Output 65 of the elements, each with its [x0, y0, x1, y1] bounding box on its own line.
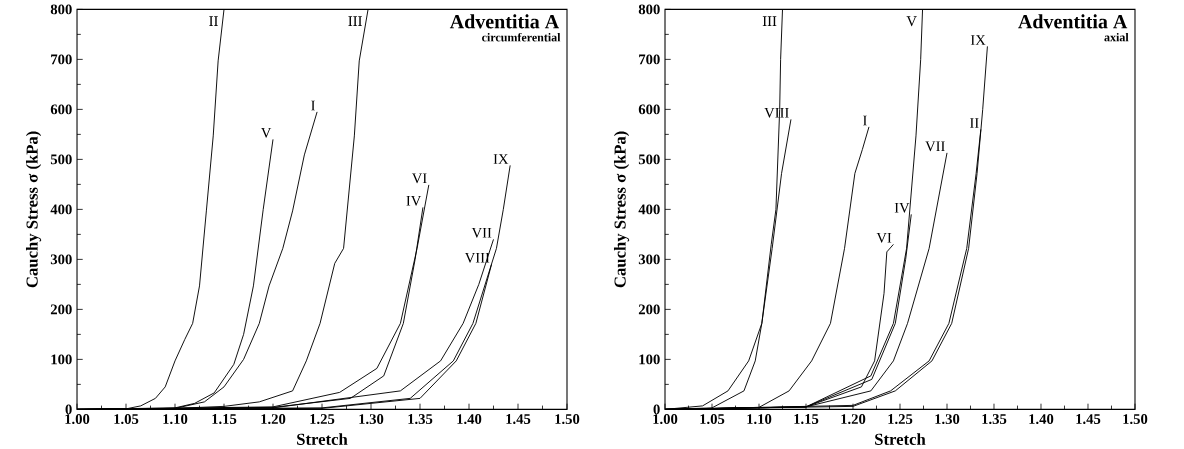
series-label: VII [925, 141, 945, 152]
y-tick-label: 800 [50, 4, 72, 15]
series-label: VI [876, 232, 892, 243]
x-tick-label: 1.25 [310, 413, 335, 424]
x-tick-label: 1.20 [261, 413, 286, 424]
series-label: VI [411, 173, 427, 184]
y-tick-label: 600 [50, 104, 72, 115]
x-tick-label: 1.25 [888, 413, 913, 424]
x-tick-label: 1.00 [653, 413, 678, 424]
y-tick-label: 500 [638, 154, 660, 165]
y-axis-title: Cauchy Stress σ (kPa) [613, 131, 630, 288]
series-label: I [863, 115, 867, 126]
series-label: II [209, 16, 218, 26]
series-label: IV [894, 202, 910, 213]
y-tick-label: 100 [51, 354, 72, 365]
y-tick-label: 0 [653, 404, 660, 415]
series-label: I [311, 100, 315, 111]
x-tick-label: 1.30 [935, 413, 960, 424]
series-label: VIII [464, 252, 490, 263]
x-tick-label: 1.15 [212, 413, 237, 424]
series-label: II [969, 118, 979, 128]
y-tick-label: 700 [639, 54, 660, 65]
y-tick-label: 300 [638, 254, 660, 265]
series-label: III [762, 16, 777, 26]
y-tick-label: 200 [638, 304, 660, 315]
series-label: IX [970, 35, 986, 45]
series-label: III [348, 16, 362, 26]
x-tick-label: 1.00 [65, 413, 90, 424]
series-label: V [260, 127, 272, 138]
y-tick-label: 500 [50, 154, 72, 165]
y-tick-label: 600 [638, 104, 660, 115]
y-tick-label: 100 [639, 354, 660, 365]
y-tick-label: 700 [51, 54, 72, 65]
x-tick-label: 1.40 [457, 413, 482, 424]
series-label: IV [406, 195, 422, 206]
series-label: IX [493, 154, 509, 164]
x-tick-label: 1.05 [114, 413, 139, 424]
x-axis-title: Stretch [875, 433, 926, 445]
y-tick-label: 200 [50, 304, 72, 315]
x-tick-label: 1.35 [982, 413, 1007, 424]
x-tick-label: 1.45 [1076, 413, 1101, 424]
y-tick-label: 0 [65, 404, 72, 415]
x-tick-label: 1.50 [1123, 413, 1148, 424]
x-tick-label: 1.50 [555, 413, 580, 424]
y-tick-label: 400 [638, 204, 660, 215]
x-tick-label: 1.30 [359, 413, 384, 424]
x-tick-label: 1.05 [700, 413, 725, 424]
chart-title: Adventitia A [449, 14, 560, 29]
x-tick-label: 1.10 [747, 413, 772, 424]
x-tick-label: 1.10 [163, 413, 188, 424]
chart-title: Adventitia A [1018, 14, 1128, 29]
x-axis-title: Stretch [297, 433, 348, 445]
y-axis-title: Cauchy Stress σ (kPa) [25, 131, 42, 288]
x-tick-label: 1.45 [506, 413, 531, 424]
series-label: VII [471, 227, 492, 238]
text: axial [1104, 32, 1129, 42]
x-tick-label: 1.35 [408, 413, 433, 424]
x-tick-label: 1.40 [1029, 413, 1054, 424]
text: circumferential [482, 32, 561, 42]
y-tick-label: 800 [638, 4, 660, 15]
y-tick-label: 400 [50, 204, 72, 215]
y-tick-label: 300 [50, 254, 72, 265]
x-tick-label: 1.15 [794, 413, 819, 424]
series-label: V [906, 16, 917, 26]
x-tick-label: 1.20 [841, 413, 866, 424]
